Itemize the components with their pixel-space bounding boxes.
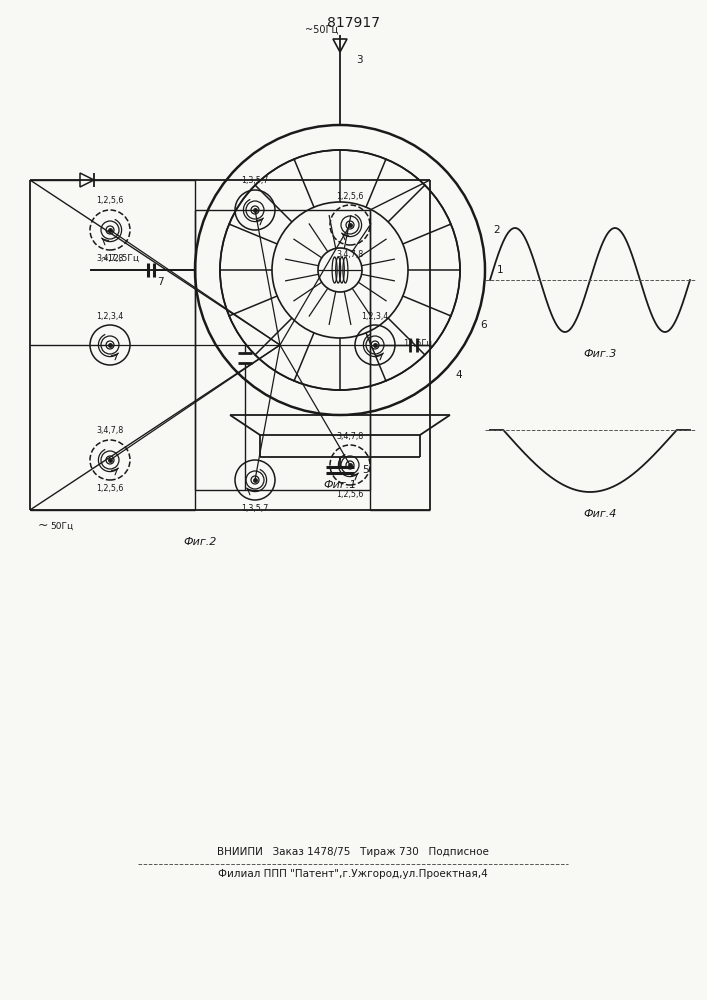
Text: 1,2,5,6: 1,2,5,6 — [96, 485, 124, 493]
Text: 1,2,5,6: 1,2,5,6 — [337, 192, 363, 200]
Text: ~50Гц: ~50Гц — [305, 25, 338, 35]
Text: 1,3,5,7: 1,3,5,7 — [241, 176, 269, 186]
Text: 3,4,7,8: 3,4,7,8 — [96, 426, 124, 436]
Text: Фиг.1: Фиг.1 — [323, 480, 357, 490]
Text: Фиг.3: Фиг.3 — [583, 349, 617, 359]
Text: Фиг.2: Фиг.2 — [183, 537, 216, 547]
Text: 1,3,5,7: 1,3,5,7 — [241, 504, 269, 514]
Text: 1: 1 — [497, 265, 503, 275]
Text: ~12,5Гц: ~12,5Гц — [100, 253, 139, 262]
Text: 1,2,5,6: 1,2,5,6 — [96, 196, 124, 206]
Text: ВНИИПИ   Заказ 1478/75   Тираж 730   Подписное: ВНИИПИ Заказ 1478/75 Тираж 730 Подписное — [217, 847, 489, 857]
Text: ~: ~ — [38, 518, 49, 532]
Text: 3,4,7,8: 3,4,7,8 — [96, 254, 124, 263]
Text: 50Гц: 50Гц — [50, 522, 73, 530]
Text: 1,2,3,4: 1,2,3,4 — [96, 312, 124, 320]
Text: 3: 3 — [356, 55, 363, 65]
Text: 6: 6 — [480, 320, 486, 330]
Text: Филиал ППП "Патент",г.Ужгород,ул.Проектная,4: Филиал ППП "Патент",г.Ужгород,ул.Проектн… — [218, 869, 488, 879]
Text: 12,5Гц: 12,5Гц — [403, 338, 432, 348]
Text: 4: 4 — [455, 370, 462, 380]
Text: 2: 2 — [493, 225, 500, 235]
Text: Фиг.4: Фиг.4 — [583, 509, 617, 519]
Text: 3,4,7,8: 3,4,7,8 — [337, 432, 363, 440]
Text: 1,2,5,6: 1,2,5,6 — [337, 489, 363, 498]
Text: 1,2,3,4: 1,2,3,4 — [361, 312, 389, 320]
Text: 7: 7 — [157, 277, 163, 287]
Text: 817917: 817917 — [327, 16, 380, 30]
Text: 5: 5 — [362, 465, 368, 475]
Text: 3,4,7,8: 3,4,7,8 — [337, 249, 363, 258]
